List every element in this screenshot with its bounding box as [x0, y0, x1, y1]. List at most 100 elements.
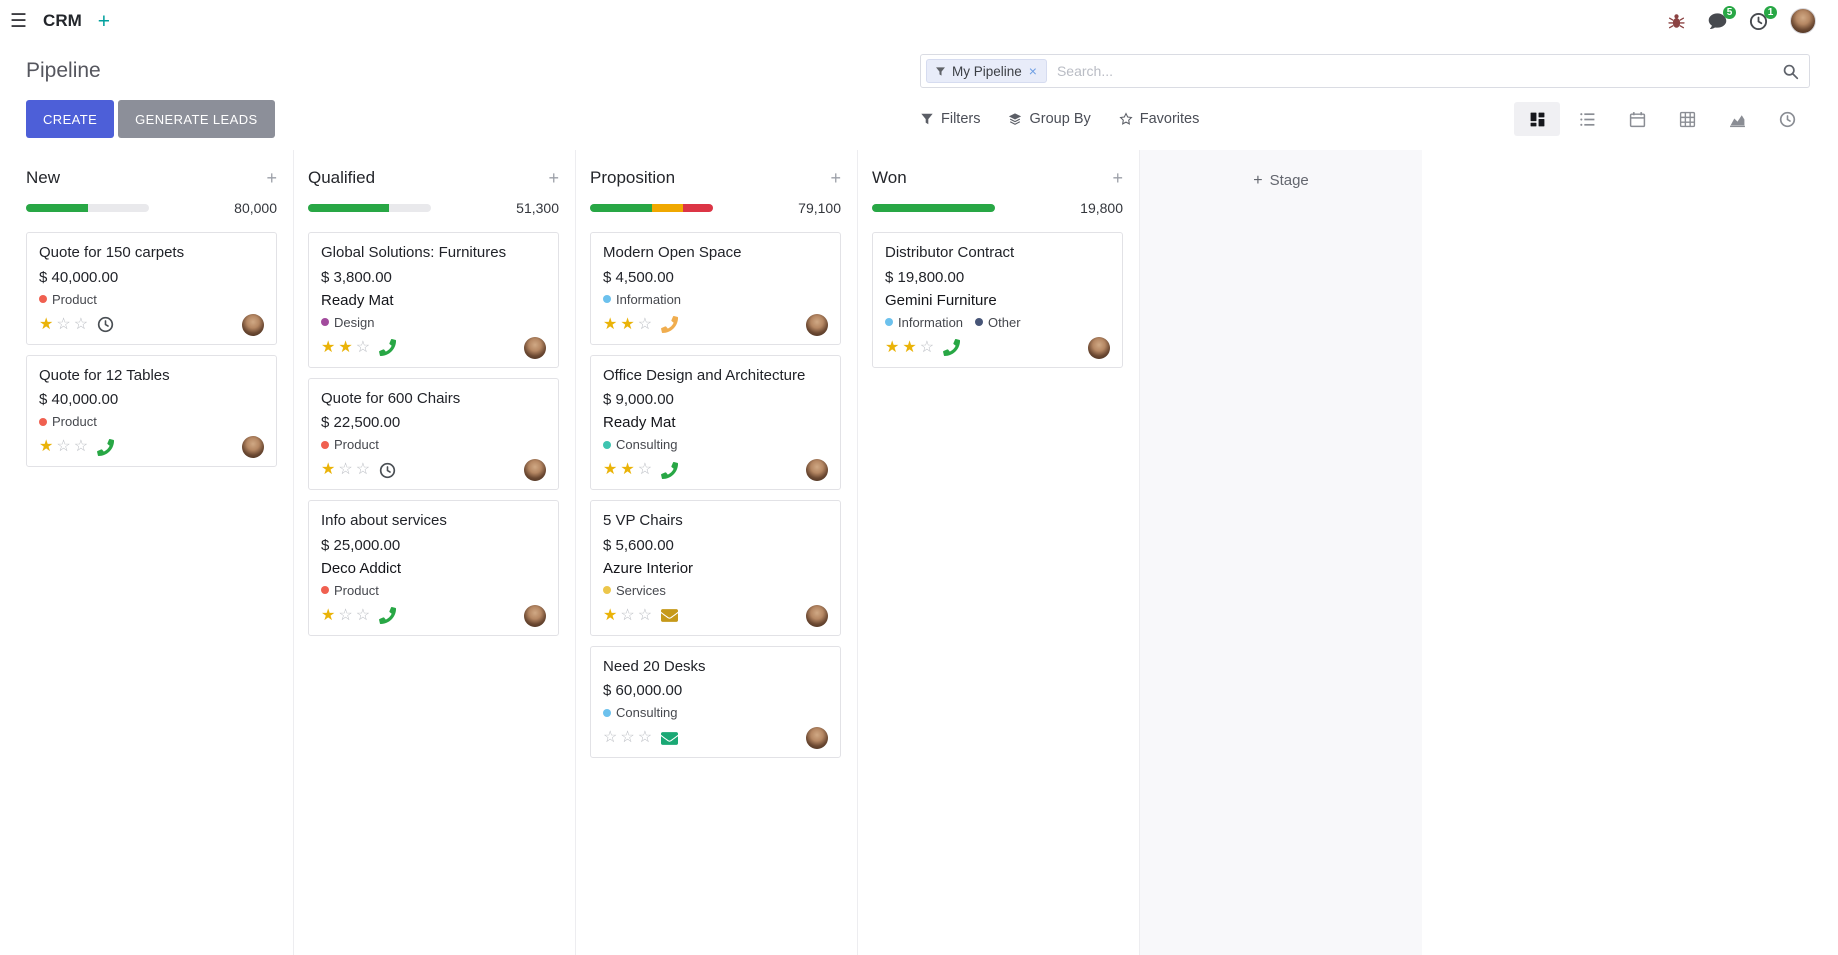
generate-leads-button[interactable]: GENERATE LEADS [118, 100, 275, 138]
column-progressbar[interactable] [590, 204, 713, 212]
priority-star-icon[interactable]: ☆ [637, 461, 653, 478]
progress-segment[interactable] [308, 204, 390, 212]
priority-star-icon[interactable]: ★ [620, 315, 635, 333]
salesperson-avatar [806, 727, 828, 749]
priority-star-icon[interactable]: ☆ [620, 606, 635, 624]
progress-segment[interactable] [26, 204, 88, 212]
kanban-card[interactable]: Quote for 600 Chairs $ 22,500.00 Product ★ ☆… [308, 377, 559, 490]
debug-bug-icon[interactable] [1667, 12, 1686, 31]
priority-star-icon[interactable]: ★ [603, 315, 618, 333]
kanban-card[interactable]: Info about services $ 25,000.00 Deco Addic… [308, 500, 559, 636]
view-activity-icon[interactable] [1764, 102, 1810, 136]
apps-menu-icon[interactable]: ☰ [10, 10, 28, 32]
facet-remove-icon[interactable]: × [1028, 63, 1037, 79]
column-progressbar[interactable] [872, 204, 995, 212]
kanban-card[interactable]: Modern Open Space $ 4,500.00 Information ★ ★… [590, 232, 841, 345]
priority-star-icon[interactable]: ☆ [355, 606, 371, 624]
priority-star-icon[interactable]: ★ [338, 338, 353, 356]
priority-star-icon[interactable]: ★ [902, 338, 917, 356]
search-input[interactable] [1046, 63, 1782, 79]
priority-star-icon[interactable]: ★ [39, 315, 54, 333]
quick-add-icon[interactable]: + [266, 168, 277, 188]
kanban-card[interactable]: Distributor Contract $ 19,800.00 Gemini Fu… [872, 232, 1123, 368]
progress-segment[interactable] [651, 204, 684, 212]
card-tags: Product [39, 292, 264, 307]
card-title: Info about services [321, 512, 447, 529]
activity-phone-icon[interactable] [661, 461, 679, 479]
messages-icon[interactable]: 5 [1708, 5, 1736, 31]
priority-star-icon[interactable]: ★ [885, 338, 900, 356]
user-menu-avatar[interactable] [1790, 8, 1816, 34]
activities-clock-icon[interactable]: 1 [1749, 5, 1777, 31]
quick-add-icon[interactable]: + [548, 168, 559, 188]
priority-star-icon[interactable]: ★ [321, 461, 336, 478]
card-title: Modern Open Space [603, 244, 742, 261]
view-graph-icon[interactable] [1714, 102, 1760, 136]
priority-star-icon[interactable]: ☆ [338, 461, 353, 478]
activity-clock-icon[interactable] [379, 462, 396, 479]
progress-segment[interactable] [872, 204, 995, 212]
priority-star-icon[interactable]: ★ [321, 338, 336, 356]
activity-phone-icon[interactable] [943, 339, 961, 356]
activity-envelope-icon[interactable] [661, 730, 679, 747]
search-bar: My Pipeline × [920, 54, 1810, 88]
priority-star-icon[interactable]: ☆ [355, 461, 371, 478]
priority-star-icon[interactable]: ☆ [355, 338, 371, 356]
view-kanban-icon[interactable] [1514, 102, 1560, 136]
filters-button[interactable]: Filters [920, 111, 980, 127]
activity-envelope-icon[interactable] [661, 607, 679, 624]
activity-phone-icon[interactable] [97, 438, 115, 456]
app-name[interactable]: CRM [43, 11, 82, 30]
kanban-card[interactable]: 5 VP Chairs $ 5,600.00 Azure Interior Servi… [590, 500, 841, 636]
card-expected-revenue: $ 5,600.00 [603, 536, 674, 554]
priority-star-icon[interactable]: ☆ [56, 438, 71, 455]
activity-phone-icon[interactable] [661, 316, 679, 333]
group-by-button[interactable]: Group By [1008, 111, 1091, 127]
column-header: Qualified + [308, 168, 559, 188]
search-icon[interactable] [1782, 63, 1799, 80]
activity-clock-icon[interactable] [97, 316, 114, 333]
kanban-card[interactable]: Office Design and Architecture $ 9,000.00… [590, 354, 841, 490]
card-partner-name: Ready Mat [321, 291, 394, 309]
view-calendar-icon[interactable] [1614, 102, 1660, 136]
column-progress-row: 51,300 [308, 200, 559, 216]
activity-phone-icon[interactable] [379, 607, 397, 624]
priority-star-icon[interactable]: ☆ [56, 315, 71, 333]
priority-stars: ★ ☆ ☆ [321, 462, 370, 478]
priority-star-icon[interactable]: ☆ [919, 338, 935, 356]
priority-star-icon[interactable]: ☆ [603, 729, 618, 746]
progress-segment[interactable] [683, 204, 713, 212]
kanban-card[interactable]: Quote for 12 Tables $ 40,000.00 Product ★ ☆ ☆ [26, 354, 277, 467]
quick-add-icon[interactable]: + [830, 168, 841, 188]
quick-add-icon[interactable]: + [1112, 168, 1123, 188]
priority-star-icon[interactable]: ☆ [338, 606, 353, 624]
column-progressbar[interactable] [26, 204, 149, 212]
priority-star-icon[interactable]: ☆ [73, 438, 89, 455]
view-list-icon[interactable] [1564, 102, 1610, 136]
kanban-card[interactable]: Need 20 Desks $ 60,000.00 Consulting ☆ ☆ ☆ [590, 645, 841, 758]
priority-star-icon[interactable]: ☆ [637, 729, 653, 746]
create-button[interactable]: CREATE [26, 100, 115, 138]
priority-star-icon[interactable]: ☆ [637, 315, 653, 333]
priority-star-icon[interactable]: ☆ [637, 606, 653, 624]
kanban-card[interactable]: Global Solutions: Furnitures $ 3,800.00 Re… [308, 232, 559, 368]
card-partner-name: Deco Addict [321, 559, 402, 577]
view-pivot-icon[interactable] [1664, 102, 1710, 136]
priority-star-icon[interactable]: ★ [603, 606, 618, 624]
tag-color-dot [39, 295, 47, 303]
tag-color-dot [321, 318, 329, 326]
star-icon [1119, 112, 1133, 125]
priority-star-icon[interactable]: ★ [321, 606, 336, 624]
priority-star-icon[interactable]: ★ [39, 438, 54, 455]
kanban-card[interactable]: Quote for 150 carpets $ 40,000.00 Product ★… [26, 232, 277, 345]
plus-icon[interactable]: + [97, 9, 111, 33]
column-progressbar[interactable] [308, 204, 431, 212]
priority-star-icon[interactable]: ★ [620, 461, 635, 478]
progress-segment[interactable] [590, 204, 652, 212]
add-stage-button[interactable]: + Stage [1140, 150, 1422, 955]
priority-star-icon[interactable]: ☆ [73, 315, 89, 333]
favorites-button[interactable]: Favorites [1119, 111, 1199, 127]
priority-star-icon[interactable]: ★ [603, 461, 618, 478]
activity-phone-icon[interactable] [379, 339, 397, 356]
priority-star-icon[interactable]: ☆ [620, 729, 635, 746]
